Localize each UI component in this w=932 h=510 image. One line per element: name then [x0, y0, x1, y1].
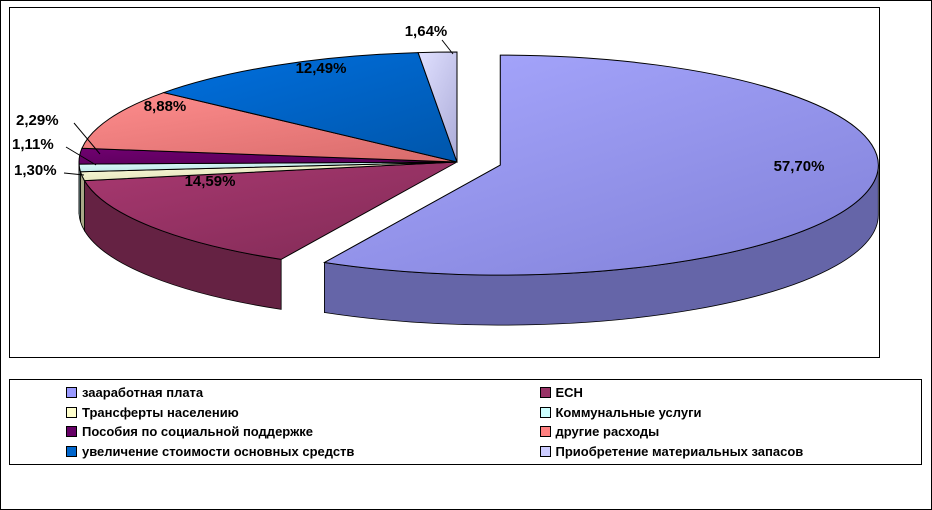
leader-line: [65, 146, 97, 166]
legend-item: Пособия по социальной поддержке: [10, 422, 466, 441]
legend: зааработная плата ЕСН Трансферты населен…: [9, 379, 922, 465]
pie-slice-1-top: [83, 161, 458, 260]
leader-line: [63, 172, 85, 176]
legend-marker: [539, 445, 551, 457]
legend-item: другие расходы: [466, 422, 922, 441]
data-label-kommunalnye: 1,11%: [12, 136, 54, 153]
legend-label: увеличение стоимости основных средств: [82, 443, 355, 459]
legend-marker: [539, 406, 551, 418]
legend-item: увеличение стоимости основных средств: [10, 442, 466, 461]
leader-line: [441, 39, 454, 55]
legend-marker: [539, 387, 551, 399]
legend-marker: [66, 387, 77, 399]
legend-label: Коммунальные услуги: [555, 404, 702, 420]
legend-row: Трансферты населению Коммунальные услуги: [10, 403, 921, 422]
data-label-posobiya: 2,29%: [16, 112, 59, 129]
data-label-esn: 14,59%: [184, 173, 236, 190]
legend-item: зааработная плата: [10, 383, 466, 402]
legend-item: Трансферты населению: [10, 403, 466, 422]
legend-label: Приобретение материальных запасов: [555, 443, 804, 459]
pie-slice-5-top: [81, 92, 458, 163]
pie-chart: [63, 39, 879, 326]
data-label-transferty: 1,30%: [14, 162, 57, 179]
legend-row: Пособия по социальной поддержке другие р…: [10, 422, 921, 441]
pie-slice-6-top: [162, 52, 458, 163]
legend-marker: [66, 406, 77, 418]
data-label-drugie: 8,88%: [143, 98, 187, 115]
legend-marker: [539, 426, 551, 438]
legend-marker: [66, 426, 77, 438]
legend-marker: [66, 445, 77, 457]
legend-label: Трансферты населению: [82, 404, 239, 420]
leader-line: [73, 122, 101, 155]
legend-label: зааработная плата: [82, 385, 204, 401]
legend-label: другие расходы: [555, 424, 660, 440]
data-label-uvelichenie: 12,49%: [295, 60, 347, 77]
pie-slice-7-top: [417, 51, 458, 163]
plot-area: 57,70% 14,59% 1,30% 1,11% 2,29% 8,88% 12…: [9, 7, 880, 358]
legend-row: зааработная плата ЕСН: [10, 383, 921, 402]
legend-label: ЕСН: [555, 385, 583, 401]
data-label-priobretenie: 1,64%: [404, 23, 448, 40]
legend-item: Приобретение материальных запасов: [466, 442, 922, 461]
legend-label: Пособия по социальной поддержке: [82, 424, 314, 440]
data-label-zarplata: 57,70%: [773, 158, 825, 175]
legend-item: ЕСН: [466, 383, 922, 402]
pie-slice-0-top: [322, 54, 879, 276]
legend-item: Коммунальные услуги: [466, 403, 922, 422]
legend-row: увеличение стоимости основных средств Пр…: [10, 442, 921, 461]
